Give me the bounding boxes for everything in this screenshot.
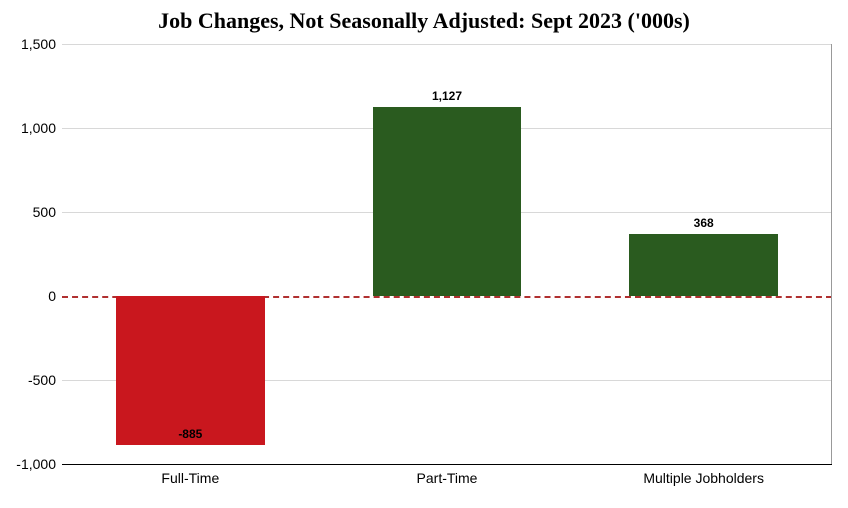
- chart-title: Job Changes, Not Seasonally Adjusted: Se…: [0, 0, 848, 34]
- x-axis-line: [62, 464, 832, 465]
- y-tick-label: 500: [0, 204, 56, 220]
- y-axis: 1,5001,0005000-500-1,000: [0, 44, 60, 464]
- y-tick-label: 0: [0, 288, 56, 304]
- bar: [373, 107, 522, 296]
- bar: [629, 234, 778, 296]
- bar-value-label: 1,127: [432, 89, 462, 103]
- bar-value-label: -885: [178, 427, 202, 441]
- x-tick-label: Part-Time: [417, 470, 478, 486]
- y-tick-label: 1,500: [0, 36, 56, 52]
- y-tick-label: -500: [0, 372, 56, 388]
- x-tick-label: Full-Time: [161, 470, 219, 486]
- bar-chart: Job Changes, Not Seasonally Adjusted: Se…: [0, 0, 848, 508]
- bar: [116, 296, 265, 445]
- x-tick-label: Multiple Jobholders: [643, 470, 764, 486]
- bar-value-label: 368: [694, 216, 714, 230]
- y-tick-label: 1,000: [0, 120, 56, 136]
- y-tick-label: -1,000: [0, 456, 56, 472]
